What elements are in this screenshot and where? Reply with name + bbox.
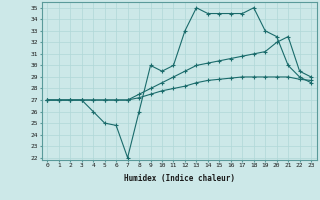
X-axis label: Humidex (Indice chaleur): Humidex (Indice chaleur) [124, 174, 235, 183]
